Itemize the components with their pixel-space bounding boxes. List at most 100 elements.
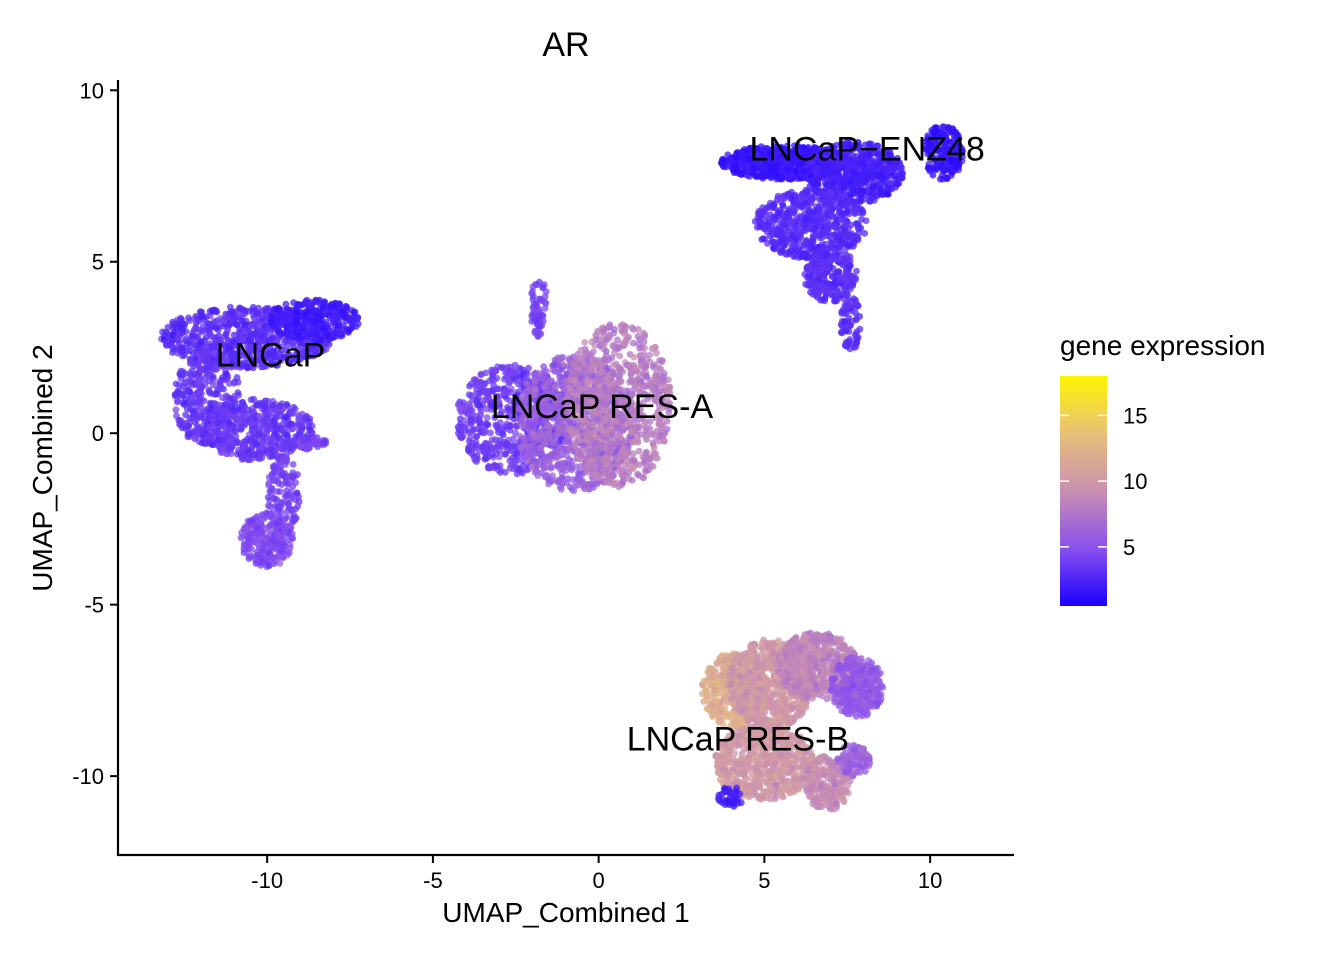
scatter-point [175, 381, 183, 389]
scatter-point [332, 329, 339, 337]
scatter-point [238, 317, 246, 325]
scatter-point [630, 438, 638, 446]
scatter-point [534, 308, 541, 315]
scatter-point [246, 534, 253, 542]
scatter-point [592, 445, 600, 453]
scatter-point [298, 334, 306, 342]
scatter-point [240, 532, 247, 540]
scatter-point [271, 557, 279, 565]
scatter-point [481, 429, 489, 437]
scatter-point [206, 308, 214, 315]
scatter-point [583, 436, 590, 444]
scatter-point [282, 300, 290, 308]
scatter-point [537, 444, 545, 451]
scatter-point [465, 447, 472, 454]
scatter-point [260, 323, 268, 330]
scatter-point [637, 431, 645, 438]
scatter-point [489, 445, 496, 452]
scatter-point [591, 471, 599, 479]
scatter-point [269, 462, 277, 470]
scatter-point [615, 363, 623, 371]
scatter-point [276, 435, 283, 442]
scatter-point [631, 456, 638, 464]
scatter-point [516, 373, 524, 381]
scatter-point [235, 446, 242, 454]
scatter-point [538, 297, 545, 305]
scatter-point [497, 364, 505, 371]
scatter-point [460, 416, 468, 424]
scatter-point [615, 439, 622, 447]
scatter-point [172, 406, 180, 414]
scatter-point [179, 327, 187, 334]
scatter-point [571, 357, 579, 365]
scatter-point [264, 494, 272, 501]
scatter-point [297, 442, 305, 450]
scatter-point [279, 553, 287, 560]
scatter-point [481, 455, 489, 462]
scatter-point [528, 463, 536, 471]
scatter-point [324, 304, 331, 311]
scatter-point [197, 313, 205, 320]
scatter-point [467, 418, 475, 426]
scatter-point [289, 535, 296, 542]
scatter-point [230, 331, 238, 339]
scatter-point [312, 351, 319, 358]
scatter-point [251, 330, 259, 338]
scatter-point [329, 314, 337, 322]
scatter-point [288, 507, 296, 514]
scatter-point [254, 401, 262, 409]
scatter-point [218, 385, 226, 393]
scatter-point [290, 299, 297, 307]
scatter-point [590, 484, 597, 491]
scatter-point [635, 447, 643, 455]
scatter-point [595, 369, 603, 377]
scatter-point [233, 374, 241, 381]
scatter-point [261, 354, 269, 361]
scatter-point [655, 364, 663, 372]
scatter-point [257, 328, 265, 335]
scatter-point [497, 467, 505, 475]
scatter-point [275, 504, 282, 512]
scatter-point [213, 317, 221, 324]
scatter-point [542, 471, 550, 479]
scatter-point [175, 389, 183, 397]
scatter-point [516, 432, 524, 440]
scatter-point [225, 419, 233, 427]
scatter-point [649, 439, 657, 447]
scatter-point [508, 443, 515, 450]
scatter-point [572, 370, 579, 378]
scatter-point [582, 348, 590, 356]
scatter-point [169, 318, 177, 326]
scatter-point [611, 325, 618, 333]
scatter-point [741, 157, 748, 165]
scatter-point [280, 353, 288, 361]
scatter-point [220, 317, 228, 325]
scatter-point [178, 344, 186, 352]
scatter-point [182, 395, 189, 403]
scatter-point [252, 530, 260, 537]
scatter-point [177, 367, 185, 375]
scatter-point [289, 409, 297, 417]
scatter-point [225, 380, 233, 387]
scatter-point [306, 426, 314, 433]
scatter-point [554, 430, 561, 438]
scatter-point [187, 406, 195, 413]
scatter-point [576, 477, 583, 485]
scatter-point [283, 491, 290, 499]
scatter-point [245, 553, 253, 561]
scatter-point [242, 362, 249, 370]
scatter-point [253, 350, 261, 358]
scatter-point [528, 443, 536, 451]
scatter-point [212, 365, 219, 373]
scatter-point [468, 407, 476, 414]
scatter-point [269, 313, 277, 320]
scatter-point [289, 474, 296, 481]
scatter-point [298, 426, 306, 434]
scatter-point [661, 437, 668, 445]
scatter-point [273, 338, 281, 345]
scatter-point [628, 477, 636, 484]
scatter-point [255, 517, 263, 525]
scatter-point [630, 353, 638, 361]
scatter-point [615, 345, 622, 352]
scatter-point [310, 435, 318, 442]
